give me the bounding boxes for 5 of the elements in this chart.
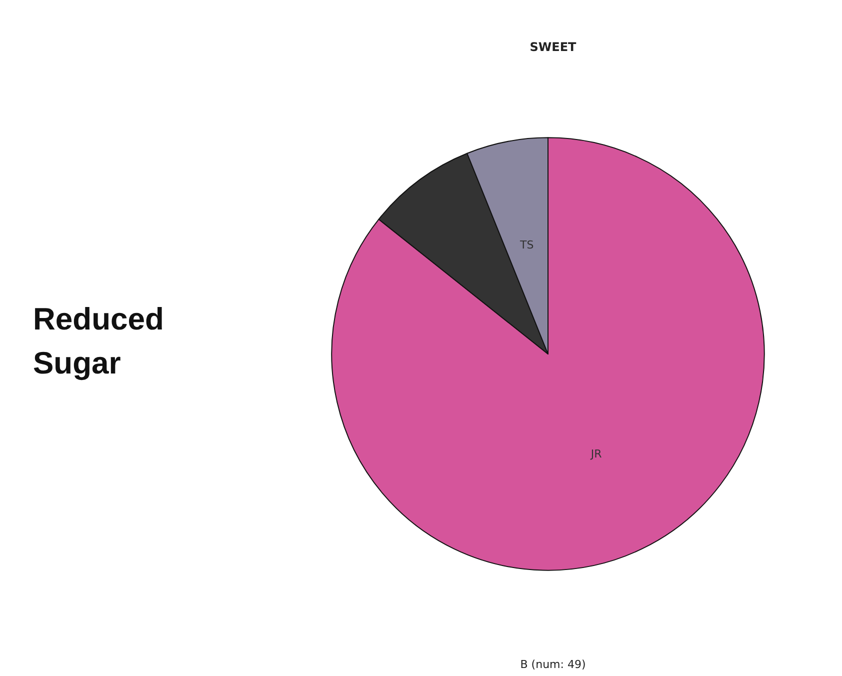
chart-title: SWEET bbox=[530, 40, 578, 54]
slice-label: TS bbox=[518, 238, 534, 252]
text: B (num: 49) bbox=[520, 658, 586, 671]
text: Reduced Sugar bbox=[33, 302, 164, 380]
slice-label: JR bbox=[590, 448, 602, 461]
